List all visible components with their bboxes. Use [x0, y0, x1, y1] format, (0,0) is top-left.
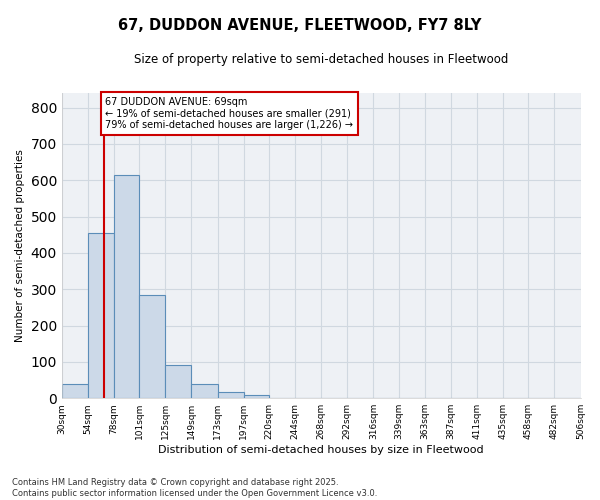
Bar [191, 384, 218, 398]
Bar [218, 392, 244, 398]
X-axis label: Distribution of semi-detached houses by size in Fleetwood: Distribution of semi-detached houses by … [158, 445, 484, 455]
Text: 67 DUDDON AVENUE: 69sqm
← 19% of semi-detached houses are smaller (291)
79% of s: 67 DUDDON AVENUE: 69sqm ← 19% of semi-de… [106, 96, 353, 130]
Bar [139, 294, 166, 398]
Bar [62, 384, 88, 398]
Y-axis label: Number of semi-detached properties: Number of semi-detached properties [15, 149, 25, 342]
Bar [114, 175, 139, 398]
Title: Size of property relative to semi-detached houses in Fleetwood: Size of property relative to semi-detach… [134, 52, 508, 66]
Text: 67, DUDDON AVENUE, FLEETWOOD, FY7 8LY: 67, DUDDON AVENUE, FLEETWOOD, FY7 8LY [118, 18, 482, 32]
Bar [88, 233, 114, 398]
Bar [166, 365, 191, 398]
Text: Contains HM Land Registry data © Crown copyright and database right 2025.
Contai: Contains HM Land Registry data © Crown c… [12, 478, 377, 498]
Bar [244, 394, 269, 398]
